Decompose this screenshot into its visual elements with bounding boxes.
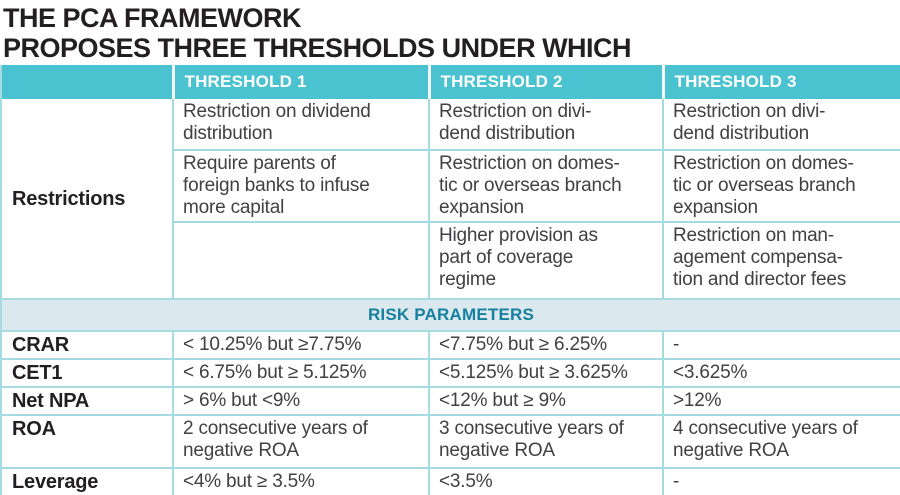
corner-header-cell — [1, 65, 173, 99]
risk-value-roa-t3: 4 consecutive years of negative ROA — [662, 414, 900, 469]
page-title-line-2: PROPOSES THREE THRESHOLDS UNDER WHICH — [3, 33, 632, 63]
risk-value-net-npa-t3: >12% — [662, 386, 900, 416]
risk-value-leverage-t3: - — [662, 467, 900, 495]
risk-parameters-band: RISK PARAMETERS — [0, 298, 900, 332]
page-title: THE PCA FRAMEWORK PROPOSES THREE THRESHO… — [0, 0, 900, 65]
risk-value-crar-t2: <7.75% but ≥ 6.25% — [428, 330, 664, 360]
restriction-cell-t3-r1: Restriction on divi- dend distribution — [662, 99, 900, 151]
restriction-cell-t2-r1: Restriction on divi- dend distribution — [428, 99, 664, 151]
restriction-cell-t1-r3 — [172, 221, 430, 300]
table-header-row: THRESHOLD 1 THRESHOLD 2 THRESHOLD 3 — [1, 65, 900, 99]
risk-value-net-npa-t1: > 6% but <9% — [172, 386, 430, 416]
risk-value-net-npa-t2: <12% but ≥ 9% — [428, 386, 664, 416]
restriction-cell-t1-r2: Require parents of foreign banks to infu… — [172, 149, 430, 223]
restrictions-row-3: Higher provision as part of coverage reg… — [1, 221, 900, 300]
risk-value-cet1-t3: <3.625% — [662, 358, 900, 388]
risk-value-cet1-t1: < 6.75% but ≥ 5.125% — [172, 358, 430, 388]
restrictions-row-1: Restrictions Restriction on dividend dis… — [0, 99, 900, 300]
risk-row-cet1: CET1 < 6.75% but ≥ 5.125% <5.125% but ≥ … — [0, 358, 900, 388]
column-header-threshold-1: THRESHOLD 1 — [171, 65, 429, 99]
risk-row-label-leverage: Leverage — [0, 467, 174, 495]
risk-row-label-crar: CRAR — [0, 330, 174, 360]
column-header-threshold-2: THRESHOLD 2 — [427, 65, 663, 99]
risk-value-crar-t3: - — [662, 330, 900, 360]
page-title-line-1: THE PCA FRAMEWORK — [3, 3, 301, 33]
column-header-threshold-3: THRESHOLD 3 — [661, 65, 900, 99]
risk-value-leverage-t2: <3.5% — [428, 467, 664, 495]
restrictions-row-label: Restrictions — [0, 99, 174, 300]
restriction-cell-t3-r3: Restriction on man- agement compensa- ti… — [662, 221, 900, 300]
risk-value-cet1-t2: <5.125% but ≥ 3.625% — [428, 358, 664, 388]
risk-row-net-npa: Net NPA > 6% but <9% <12% but ≥ 9% >12% — [0, 386, 900, 416]
risk-row-crar: CRAR < 10.25% but ≥7.75% <7.75% but ≥ 6.… — [0, 330, 900, 360]
risk-row-label-cet1: CET1 — [0, 358, 174, 388]
restriction-cell-t3-r2: Restriction on domes- tic or overseas br… — [662, 149, 900, 223]
restriction-cell-t2-r2: Restriction on domes- tic or overseas br… — [428, 149, 664, 223]
restrictions-row-2: Require parents of foreign banks to infu… — [1, 149, 900, 223]
pca-thresholds-table: THRESHOLD 1 THRESHOLD 2 THRESHOLD 3 Rest… — [0, 65, 900, 495]
risk-value-leverage-t1: <4% but ≥ 3.5% — [172, 467, 430, 495]
risk-row-label-roa: ROA — [0, 414, 174, 469]
restriction-cell-t2-r3: Higher provision as part of coverage reg… — [428, 221, 664, 300]
risk-row-roa: ROA 2 consecutive years of negative ROA … — [0, 414, 900, 469]
risk-value-roa-t1: 2 consecutive years of negative ROA — [172, 414, 430, 469]
restriction-cell-t1-r1: Restriction on dividend distribution — [172, 99, 430, 151]
risk-row-leverage: Leverage <4% but ≥ 3.5% <3.5% - — [0, 467, 900, 495]
risk-value-crar-t1: < 10.25% but ≥7.75% — [172, 330, 430, 360]
risk-parameters-band-row: RISK PARAMETERS — [0, 298, 900, 332]
risk-row-label-net-npa: Net NPA — [0, 386, 174, 416]
risk-value-roa-t2: 3 consecutive years of negative ROA — [428, 414, 664, 469]
